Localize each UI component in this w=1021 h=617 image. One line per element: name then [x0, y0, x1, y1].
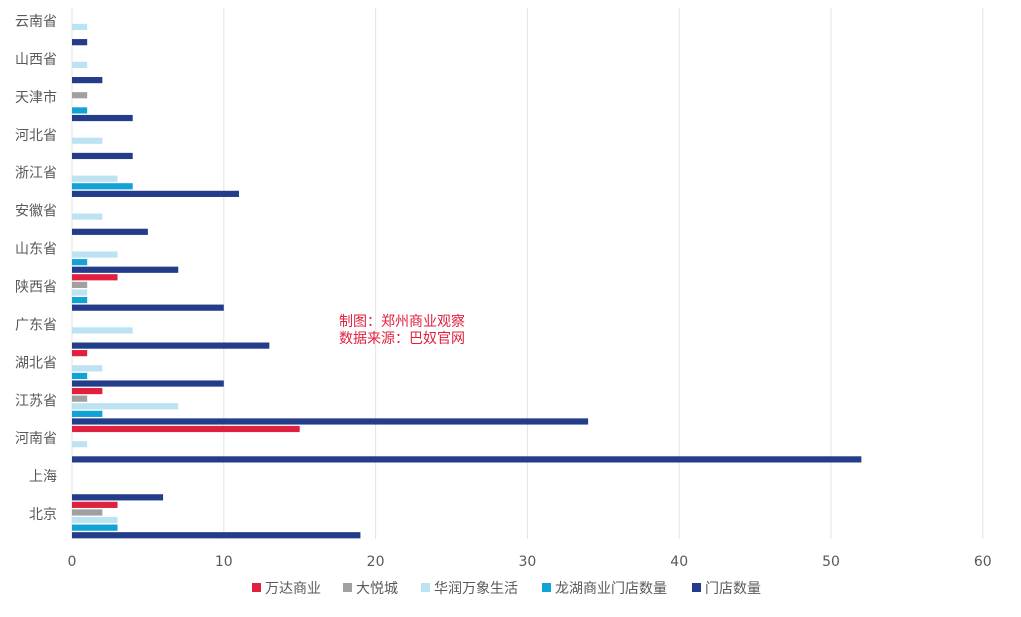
legend-swatch	[692, 583, 701, 592]
bar	[72, 342, 270, 349]
annotation: 制图：郑州商业观察 数据来源：巴奴官网	[339, 313, 465, 347]
legend-label: 龙湖商业门店数量	[555, 581, 667, 597]
x-tick-label: 0	[68, 554, 77, 570]
bar	[72, 395, 88, 402]
bar	[72, 387, 103, 395]
bar	[72, 61, 88, 68]
category-label: 上海	[29, 469, 57, 485]
bar	[72, 532, 361, 539]
bar	[72, 509, 103, 516]
bar	[72, 425, 300, 433]
bar	[72, 304, 224, 311]
legend-swatch	[421, 583, 430, 592]
category-label: 安徽省	[15, 204, 57, 220]
bar	[72, 365, 103, 372]
bar	[72, 410, 103, 417]
legend-label: 华润万象生活	[434, 581, 518, 597]
category-label: 陕西省	[15, 279, 57, 295]
bar	[72, 456, 862, 463]
bar	[72, 137, 103, 144]
bar	[72, 274, 118, 281]
bar	[72, 107, 88, 114]
bar	[72, 372, 88, 380]
x-tick-label: 40	[670, 554, 688, 570]
category-label: 河南省	[15, 431, 57, 447]
bar	[72, 76, 103, 84]
bars	[72, 23, 862, 539]
bar	[72, 494, 164, 501]
x-tick-label: 50	[822, 554, 840, 570]
category-label: 浙江省	[15, 166, 57, 182]
category-label: 山西省	[15, 52, 57, 68]
category-label: 天津市	[15, 89, 57, 106]
annotation-line-1: 制图：郑州商业观察	[339, 313, 465, 330]
bar	[72, 327, 133, 334]
x-tick-labels: 0 10 20 30 40 50 60	[68, 554, 992, 570]
bar	[72, 501, 118, 508]
legend-item: 龙湖商业门店数量	[542, 581, 667, 597]
bar	[72, 39, 88, 46]
bar	[72, 23, 88, 31]
category-label: 山东省	[15, 242, 57, 258]
category-label: 云南省	[15, 14, 57, 30]
bar	[72, 92, 88, 99]
bar	[72, 213, 103, 220]
bar	[72, 281, 88, 288]
bar	[72, 183, 133, 190]
bar	[72, 251, 118, 258]
category-label: 湖北省	[15, 355, 57, 371]
bar	[72, 266, 179, 273]
bar	[72, 152, 133, 160]
x-tick-label: 10	[215, 554, 233, 570]
bar	[72, 190, 239, 197]
category-label: 河北省	[15, 128, 57, 144]
bar	[72, 524, 118, 531]
bar	[72, 228, 148, 235]
legend-item: 华润万象生活	[421, 581, 518, 597]
category-label: 北京	[29, 507, 57, 523]
bar	[72, 403, 179, 410]
legend-swatch	[343, 583, 352, 592]
bar	[72, 441, 88, 448]
bar	[72, 516, 118, 524]
legend-label: 大悦城	[356, 581, 398, 597]
bar	[72, 350, 88, 357]
legend-item: 万达商业	[252, 581, 321, 597]
legend-swatch	[542, 583, 551, 592]
category-label: 江苏省	[15, 393, 57, 409]
bar	[72, 114, 133, 122]
legend-label: 万达商业	[265, 581, 321, 597]
x-tick-label: 60	[974, 554, 992, 570]
legend-label: 门店数量	[705, 581, 761, 597]
grid-lines	[71, 8, 984, 540]
bar	[72, 259, 88, 266]
legend-swatch	[252, 583, 261, 592]
legend-item: 门店数量	[692, 581, 761, 597]
annotation-line-2: 数据来源：巴奴官网	[339, 330, 465, 347]
bar	[72, 380, 224, 387]
category-label: 广东省	[15, 317, 57, 333]
legend-item: 大悦城	[343, 581, 398, 597]
bar	[72, 289, 88, 296]
bar	[72, 418, 589, 425]
bar	[72, 296, 88, 304]
legend: 万达商业 大悦城 华润万象生活 龙湖商业门店数量 门店数量	[252, 581, 761, 597]
bar	[72, 175, 118, 182]
x-tick-label: 20	[367, 554, 385, 570]
x-tick-label: 30	[518, 554, 536, 570]
